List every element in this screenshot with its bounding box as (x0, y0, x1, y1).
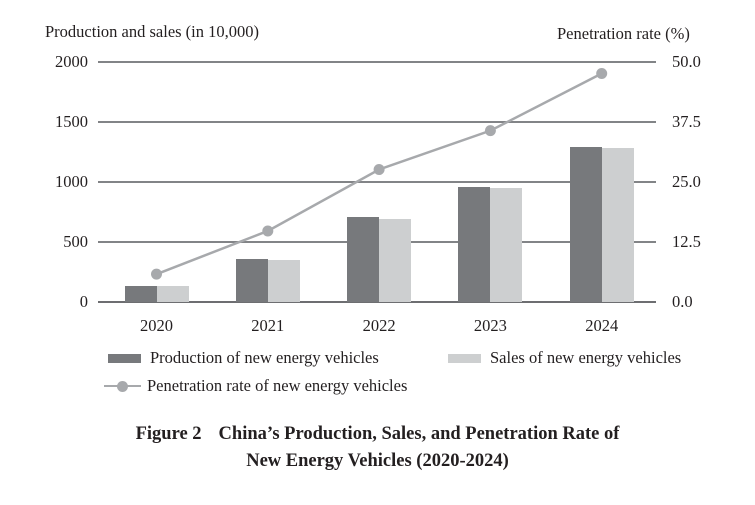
sales-bar-2023 (490, 188, 523, 302)
caption-line-1: Figure 2 China’s Production, Sales, and P… (0, 423, 755, 445)
legend-label-production: Production of new energy vehicles (150, 348, 379, 367)
production-bar-2021 (235, 259, 268, 302)
legend-item-penetration: Penetration rate of new energy vehicles (104, 376, 408, 395)
legend-item-production: Production of new energy vehicles (108, 348, 379, 367)
penetration-point-2023 (484, 125, 496, 137)
left-axis-title: Production and sales (in 10,000) (45, 22, 260, 41)
production-bar-2024 (569, 147, 602, 302)
sales-bar-2022 (379, 219, 412, 302)
penetration-point-2024 (596, 68, 608, 80)
production-bar-2023 (458, 186, 491, 302)
figure-caption: Figure 2 China’s Production, Sales, and P… (0, 423, 755, 477)
line-symbol-dot (117, 380, 128, 392)
left-axis-tick-label: 1000 (55, 172, 88, 191)
production-bar-2022 (347, 217, 380, 302)
left-axis-tick-label: 1500 (55, 112, 88, 131)
right-axis-tick-label: 50.0 (672, 52, 701, 71)
x-axis-label-2023: 2023 (473, 316, 507, 335)
penetration-point-2022 (373, 164, 385, 176)
caption-title-part1: China’s Production, Sales, and Penetrati… (218, 424, 620, 444)
right-axis-tick-label: 37.5 (672, 112, 701, 131)
x-axis-label-2022: 2022 (362, 316, 396, 335)
production-swatch (108, 353, 141, 363)
production-bar-2020 (124, 285, 157, 302)
sales-swatch (448, 353, 481, 363)
legend-label-sales: Sales of new energy vehicles (490, 348, 682, 367)
x-axis-label-2021: 2021 (251, 316, 285, 335)
sales-bar-2021 (267, 259, 300, 302)
right-axis-title: Penetration rate (%) (557, 24, 690, 43)
penetration-point-2021 (262, 225, 274, 237)
x-axis-line (98, 301, 656, 304)
sales-bar-2024 (601, 147, 634, 302)
left-axis-tick-label: 0 (79, 292, 88, 311)
left-axis-tick-label: 2000 (55, 52, 88, 71)
legend-label-penetration: Penetration rate of new energy vehicles (147, 376, 408, 395)
right-axis-tick-label: 0.0 (672, 292, 693, 311)
penetration-point-2020 (151, 268, 162, 280)
x-axis-label-2024: 2024 (585, 316, 619, 335)
caption-line-2: New Energy Vehicles (2020-2024) (246, 451, 509, 471)
gridline (98, 121, 656, 123)
caption-figure-number: Figure 2 (135, 424, 202, 444)
sales-bar-2020 (156, 285, 189, 302)
right-axis-tick-label: 25.0 (672, 172, 701, 191)
line-marker-icon (104, 380, 141, 392)
legend-item-sales: Sales of new energy vehicles (448, 348, 682, 367)
left-axis-tick-label: 500 (63, 232, 88, 251)
x-axis-label-2020: 2020 (140, 316, 173, 335)
gridline (98, 61, 656, 63)
right-axis-tick-label: 12.5 (672, 232, 701, 251)
